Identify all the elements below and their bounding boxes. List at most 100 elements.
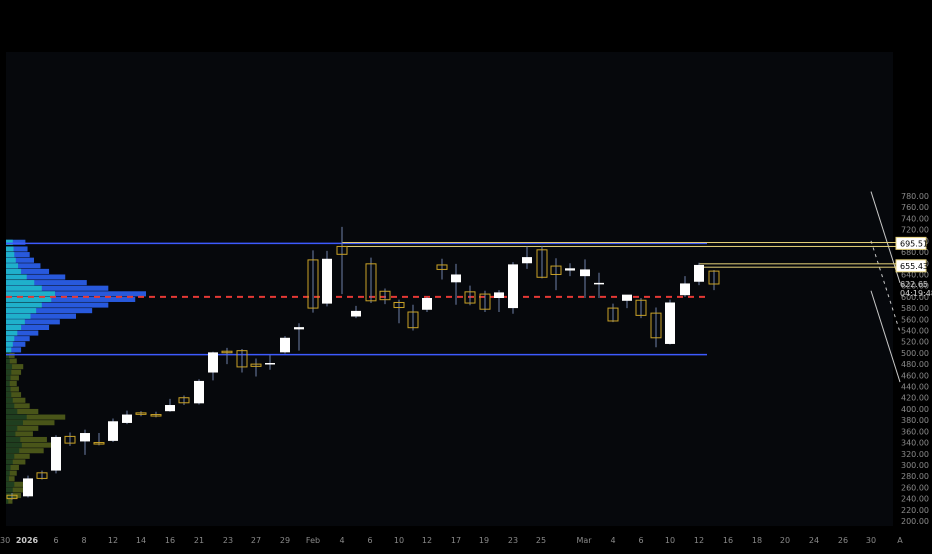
plot-area[interactable] [6, 52, 893, 526]
volume-profile-bar-core [6, 392, 12, 398]
volume-profile [6, 239, 146, 504]
volume-profile-bar [6, 403, 30, 409]
volume-profile-bar [6, 302, 109, 308]
y-axis-tick-label: 440.00 [901, 383, 929, 392]
candle-body-bear [407, 311, 419, 329]
x-axis-tick-label: 18 [752, 536, 762, 545]
volume-profile-bar [6, 246, 28, 252]
x-axis-tick-label: 24 [809, 536, 819, 545]
y-axis-tick-label: 500.00 [901, 349, 929, 358]
volume-profile-bar [6, 313, 76, 319]
candle-body-bull [208, 352, 218, 373]
candle-body-bull [594, 282, 604, 285]
volume-profile-bar [6, 442, 52, 448]
volume-profile-bar-core [6, 324, 22, 330]
volume-profile-bar [6, 408, 39, 415]
volume-profile-bar [6, 285, 109, 291]
y-axis-tick-label: 680.00 [901, 248, 929, 257]
volume-profile-bar [6, 296, 136, 302]
x-axis-tick-label: Feb [306, 536, 320, 545]
candle-body-bear [550, 265, 562, 275]
x-axis-tick-label: 12 [694, 536, 704, 545]
candle-body-bull [508, 264, 518, 309]
countdown-label: 04:19:48 [900, 289, 932, 298]
volume-profile-bar [6, 414, 66, 420]
volume-profile-bar-core [6, 280, 35, 286]
trendline[interactable] [870, 240, 901, 333]
candle-body-bull [322, 258, 332, 304]
volume-profile-bar-core [6, 476, 10, 482]
candle-body-bear [365, 263, 377, 302]
y-axis-tick-label: 720.00 [901, 226, 929, 235]
candle-body-bear [93, 442, 105, 445]
volume-profile-bar [6, 392, 22, 398]
volume-profile-bar-core [6, 436, 21, 443]
x-axis-tick-label: 10 [665, 536, 675, 545]
volume-profile-bar-core [6, 257, 16, 263]
volume-profile-bar [6, 347, 22, 353]
volume-profile-bar-core [6, 364, 13, 370]
x-axis-tick-label: Mar [576, 536, 592, 545]
x-axis-tick-label: 25 [536, 536, 546, 545]
volume-profile-bar [6, 341, 26, 347]
candle-body-bull [165, 405, 175, 412]
volume-profile-bar-core [6, 397, 13, 403]
y-axis-tick-label: 320.00 [901, 450, 929, 459]
candle-body-bear [393, 301, 405, 309]
volume-profile-bar [6, 476, 15, 482]
candle-body-bull [494, 292, 504, 299]
volume-profile-bar-core [6, 464, 11, 471]
candle-body-bull [351, 310, 361, 317]
trendline[interactable] [870, 290, 901, 383]
x-axis-tick-label: 14 [136, 536, 146, 545]
volume-profile-bar [6, 459, 26, 465]
volume-profile-bar-core [6, 481, 15, 487]
volume-profile-bar-core [6, 336, 15, 342]
candle-body-bull [294, 327, 304, 330]
volume-profile-bar-core [6, 296, 52, 302]
volume-profile-bar-core [6, 313, 31, 319]
x-axis-tick-label: 10 [394, 536, 404, 545]
volume-profile-bar-core [6, 453, 15, 459]
volume-profile-bar [6, 386, 19, 392]
volume-profile-bar-core [6, 442, 22, 448]
candle-body-bear [307, 259, 319, 309]
candle-body-bear [64, 435, 76, 444]
candle-body-bear [650, 312, 662, 339]
candle-body-bear [36, 472, 48, 479]
candle-body-bull [565, 268, 575, 271]
volume-profile-bar-core [6, 347, 12, 353]
volume-profile-bar [6, 425, 39, 431]
y-axis-tick-label: 460.00 [901, 371, 929, 380]
y-axis-tick-label: 340.00 [901, 439, 929, 448]
y-axis-tick-label: 740.00 [901, 214, 929, 223]
price-levels[interactable] [6, 242, 898, 356]
volume-profile-bar-core [6, 352, 10, 359]
candle-body-bull [265, 362, 275, 365]
volume-profile-bar-core [6, 380, 10, 387]
y-axis-tick-label: 780.00 [901, 192, 929, 201]
y-axis-tick-label: 540.00 [901, 326, 929, 335]
price-axis[interactable]: 780.00760.00740.00720.00700.00680.00660.… [901, 192, 929, 526]
y-axis-tick-label: 580.00 [901, 304, 929, 313]
volume-profile-bar [6, 380, 17, 387]
volume-profile-bar [6, 358, 17, 364]
volume-profile-bar-core [6, 319, 25, 325]
plot-panel [6, 52, 893, 526]
volume-profile-bar-core [6, 268, 22, 274]
x-axis-tick-label: 2026 [16, 536, 39, 545]
y-axis-tick-label: 560.00 [901, 315, 929, 324]
volume-profile-bar-core [6, 420, 23, 426]
candle-body-bull [280, 337, 290, 353]
time-axis[interactable]: 30 2026 6 8 12 14 16 21 23 27 29 Feb 4 6 10 12 17 19 23 25 M… [0, 536, 903, 545]
price-label-655: 655.43 [900, 262, 928, 271]
x-axis-tick-label: 16 [723, 536, 733, 545]
volume-profile-bar [6, 257, 34, 263]
y-axis-tick-label: 360.00 [901, 427, 929, 436]
y-axis-tick-label: 520.00 [901, 338, 929, 347]
y-axis-tick-label: 760.00 [901, 203, 929, 212]
volume-profile-bar-core [6, 425, 18, 431]
volume-profile-bar-core [6, 408, 18, 415]
